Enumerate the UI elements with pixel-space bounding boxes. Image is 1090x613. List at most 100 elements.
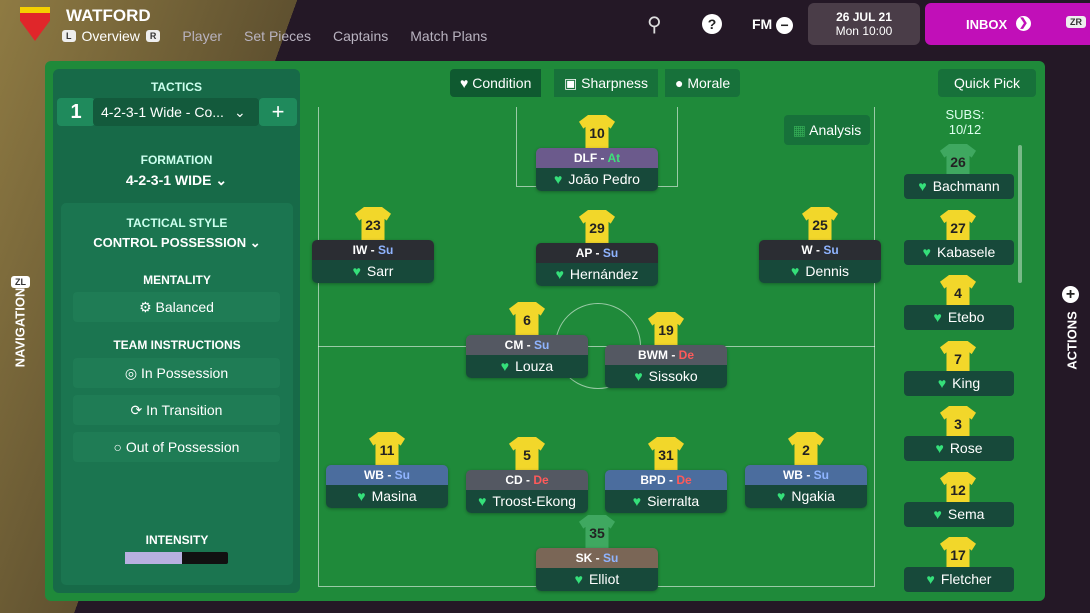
player-card[interactable]: IW - Su ♥ Sarr: [312, 240, 434, 283]
player-card[interactable]: BPD - De ♥ Sierralta: [605, 470, 727, 513]
tactic-dropdown[interactable]: 4-2-3-1 Wide - Co... ⌄: [93, 98, 259, 126]
player-card[interactable]: CD - De ♥ Troost-Ekong: [466, 470, 588, 513]
tab-overview[interactable]: Overview: [81, 28, 140, 44]
formation-dropdown[interactable]: 4-2-3-1 WIDE ⌄: [125, 172, 228, 188]
tab-captains[interactable]: Captains: [332, 28, 389, 44]
role: AP: [575, 246, 593, 260]
subs-count: 10/12: [948, 122, 982, 137]
sub-player[interactable]: ♥ Etebo: [904, 305, 1014, 330]
duty: De: [533, 473, 549, 487]
player-role: W - Su: [759, 240, 881, 260]
tab-set-pieces[interactable]: Set Pieces: [244, 28, 311, 44]
add-tactic-button[interactable]: +: [259, 98, 297, 126]
sub-player[interactable]: ♥ King: [904, 370, 1014, 396]
player-name: Hernández: [569, 266, 639, 282]
player-card[interactable]: WB - Su ♥ Masina: [326, 465, 448, 508]
condition-heart-icon: ♥: [777, 488, 786, 504]
condition-heart-icon: ♥: [634, 368, 643, 384]
duty: Su: [378, 243, 394, 257]
duty: Su: [602, 246, 619, 260]
zl-key-icon: ZL: [11, 276, 30, 288]
player-name-row: ♥ Ngakia: [745, 485, 867, 508]
quick-pick-button[interactable]: Quick Pick: [938, 69, 1036, 97]
player-role: AP - Su: [536, 243, 658, 263]
player-name-row: ♥ Elliot: [536, 568, 658, 591]
condition-heart-icon: ♥: [926, 571, 935, 587]
tab-sharpness[interactable]: ▣ Sharpness: [554, 69, 659, 97]
navigation-toggle[interactable]: NAVIGATION: [12, 287, 28, 368]
inbox-button[interactable]: INBOX ❯ ZR: [925, 3, 1090, 45]
tactic-slot[interactable]: 1: [57, 98, 95, 126]
sub-name: Sema: [947, 505, 985, 522]
condition-heart-icon: ♥: [937, 374, 947, 391]
sub-name: Rose: [949, 440, 983, 456]
tab-player[interactable]: Player: [182, 28, 223, 44]
condition-heart-icon: ♥: [357, 488, 366, 504]
player-name-row: ♥ João Pedro: [536, 168, 658, 191]
condition-heart-icon: ♥: [933, 505, 942, 522]
player-card[interactable]: WB - Su ♥ Ngakia: [745, 465, 867, 508]
instruction-label: Out of Possession: [125, 439, 240, 455]
condition-heart-icon: ♥: [574, 571, 583, 587]
subs-header: SUBS: 10/12: [930, 107, 1000, 137]
player-name: João Pedro: [568, 171, 640, 187]
player-name-row: ♥ Masina: [326, 485, 448, 508]
grid-icon: ▦: [792, 122, 806, 138]
time: Mon 10:00: [835, 24, 893, 38]
help-icon[interactable]: ?: [702, 14, 722, 34]
player-card[interactable]: DLF - At ♥ João Pedro: [536, 148, 658, 191]
condition-heart-icon: ♥: [922, 243, 931, 260]
minus-icon: −: [776, 16, 794, 34]
date-button[interactable]: 26 JUL 21 Mon 10:00: [808, 3, 920, 45]
condition-heart-icon: ♥: [933, 309, 942, 325]
player-card[interactable]: CM - Su ♥ Louza: [466, 335, 588, 378]
sub-name: Kabasele: [936, 243, 996, 260]
role: CM: [504, 338, 524, 352]
top-nav: L Overview R Player Set Pieces Captains …: [62, 28, 487, 44]
tab-match-plans[interactable]: Match Plans: [410, 28, 488, 44]
sub-player[interactable]: ♥ Fletcher: [904, 567, 1014, 592]
tab-morale[interactable]: ● Morale: [665, 69, 741, 97]
duty: Su: [823, 243, 839, 257]
player-card[interactable]: W - Su ♥ Dennis: [759, 240, 881, 283]
l-key-icon: L: [62, 30, 76, 42]
out-of-possession-button[interactable]: ○ Out of Possession: [73, 432, 280, 462]
actions-toggle[interactable]: ACTIONS: [1064, 311, 1080, 370]
tactic-name: 4-2-3-1 Wide - Co...: [101, 104, 224, 120]
player-name: Sarr: [366, 263, 394, 279]
instruction-label: In Possession: [140, 365, 229, 381]
role: SK: [575, 551, 593, 565]
sub-player[interactable]: ♥ Bachmann: [904, 174, 1014, 199]
player-name: Dennis: [805, 263, 849, 279]
player-name: Troost-Ekong: [492, 493, 576, 509]
in-transition-button[interactable]: ⟳ In Transition: [73, 395, 280, 425]
heart-icon: ♥: [460, 75, 469, 91]
in-possession-button[interactable]: ◎ In Possession: [73, 358, 280, 388]
intensity-slider[interactable]: [125, 552, 228, 564]
sub-player[interactable]: ♥ Kabasele: [904, 239, 1014, 265]
player-card[interactable]: BWM - De ♥ Sissoko: [605, 345, 727, 388]
role: BPD: [640, 473, 666, 487]
style-label: TACTICAL STYLE: [126, 216, 228, 230]
player-name: Masina: [371, 488, 417, 504]
condition-heart-icon: ♥: [352, 263, 361, 279]
subs-scrollbar[interactable]: [1018, 145, 1022, 283]
role: DLF: [573, 151, 598, 165]
tab-condition[interactable]: ♥ Condition: [450, 69, 542, 97]
analysis-button[interactable]: ▦ Analysis: [784, 115, 870, 145]
chevron-down-icon: ⌄: [233, 103, 246, 120]
plus-icon[interactable]: +: [1062, 286, 1079, 303]
fm-menu-button[interactable]: FM −: [752, 16, 794, 34]
player-name: Sierralta: [647, 493, 700, 509]
subs-label: SUBS:: [945, 107, 985, 122]
style-dropdown[interactable]: CONTROL POSSESSION ⌄: [93, 235, 261, 250]
mentality-dropdown[interactable]: ⚙ Balanced: [73, 292, 280, 322]
player-card[interactable]: AP - Su ♥ Hernández: [536, 243, 658, 286]
mentality-label: MENTALITY: [143, 273, 211, 287]
player-name: Louza: [515, 358, 554, 374]
sub-player[interactable]: ♥ Sema: [904, 501, 1014, 527]
player-card[interactable]: SK - Su ♥ Elliot: [536, 548, 658, 591]
search-icon[interactable]: ⚲: [647, 14, 662, 36]
sub-player[interactable]: ♥ Rose: [904, 436, 1014, 461]
role: CD: [505, 473, 523, 487]
